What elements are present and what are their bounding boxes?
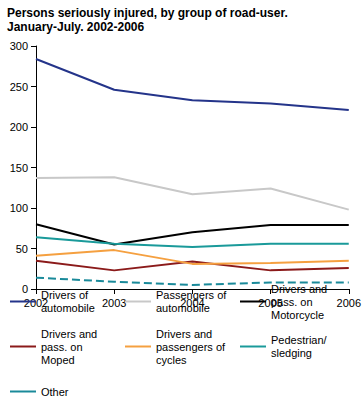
svg-text:Drivers and: Drivers and bbox=[156, 328, 215, 340]
svg-text:Motorcycle: Motorcycle bbox=[271, 309, 324, 321]
svg-text:200: 200 bbox=[10, 121, 28, 133]
svg-text:January-July. 2002-2006: January-July. 2002-2006 bbox=[7, 20, 145, 34]
svg-text:300: 300 bbox=[10, 40, 28, 52]
svg-text:Other: Other bbox=[41, 386, 69, 398]
svg-text:Drivers and: Drivers and bbox=[41, 328, 100, 340]
svg-text:0: 0 bbox=[22, 283, 28, 295]
svg-text:automobile: automobile bbox=[41, 302, 95, 314]
svg-text:150: 150 bbox=[10, 162, 28, 174]
svg-text:pass. on: pass. on bbox=[271, 296, 316, 308]
svg-text:100: 100 bbox=[10, 202, 28, 214]
svg-text:sledging: sledging bbox=[271, 347, 312, 359]
svg-text:pass. on: pass. on bbox=[41, 341, 86, 353]
svg-text:Moped: Moped bbox=[41, 354, 75, 366]
svg-text:Passengers of: Passengers of bbox=[156, 289, 229, 301]
svg-text:cycles: cycles bbox=[156, 354, 187, 366]
svg-text:2003: 2003 bbox=[102, 297, 126, 309]
svg-text:Persons seriously injured, by: Persons seriously injured, by group of r… bbox=[7, 6, 288, 20]
svg-text:Drivers and: Drivers and bbox=[271, 283, 330, 295]
svg-text:2006: 2006 bbox=[337, 297, 361, 309]
svg-text:250: 250 bbox=[10, 81, 28, 93]
svg-text:passengers of: passengers of bbox=[156, 341, 228, 353]
svg-text:automobile: automobile bbox=[156, 302, 210, 314]
svg-text:50: 50 bbox=[16, 243, 28, 255]
svg-text:Drivers of: Drivers of bbox=[41, 289, 91, 301]
svg-text:Pedestrian/: Pedestrian/ bbox=[271, 334, 330, 346]
